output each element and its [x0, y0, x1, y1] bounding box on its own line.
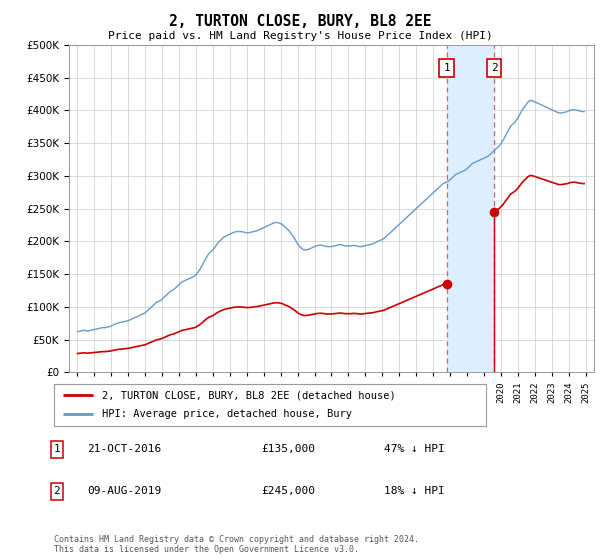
Bar	[446, 45, 494, 372]
Text: 2: 2	[53, 487, 61, 496]
Text: 09-AUG-2019: 09-AUG-2019	[87, 487, 161, 496]
Text: 2: 2	[491, 63, 497, 73]
Text: 2, TURTON CLOSE, BURY, BL8 2EE (detached house): 2, TURTON CLOSE, BURY, BL8 2EE (detached…	[101, 390, 395, 400]
Text: £135,000: £135,000	[261, 445, 315, 454]
Text: 2, TURTON CLOSE, BURY, BL8 2EE: 2, TURTON CLOSE, BURY, BL8 2EE	[169, 14, 431, 29]
Text: Contains HM Land Registry data © Crown copyright and database right 2024.
This d: Contains HM Land Registry data © Crown c…	[54, 535, 419, 554]
Text: Price paid vs. HM Land Registry's House Price Index (HPI): Price paid vs. HM Land Registry's House …	[107, 31, 493, 41]
Text: 21-OCT-2016: 21-OCT-2016	[87, 445, 161, 454]
Text: 47% ↓ HPI: 47% ↓ HPI	[384, 445, 445, 454]
Text: 1: 1	[443, 63, 450, 73]
Text: 18% ↓ HPI: 18% ↓ HPI	[384, 487, 445, 496]
Text: £245,000: £245,000	[261, 487, 315, 496]
Text: HPI: Average price, detached house, Bury: HPI: Average price, detached house, Bury	[101, 409, 352, 419]
Text: 1: 1	[53, 445, 61, 454]
